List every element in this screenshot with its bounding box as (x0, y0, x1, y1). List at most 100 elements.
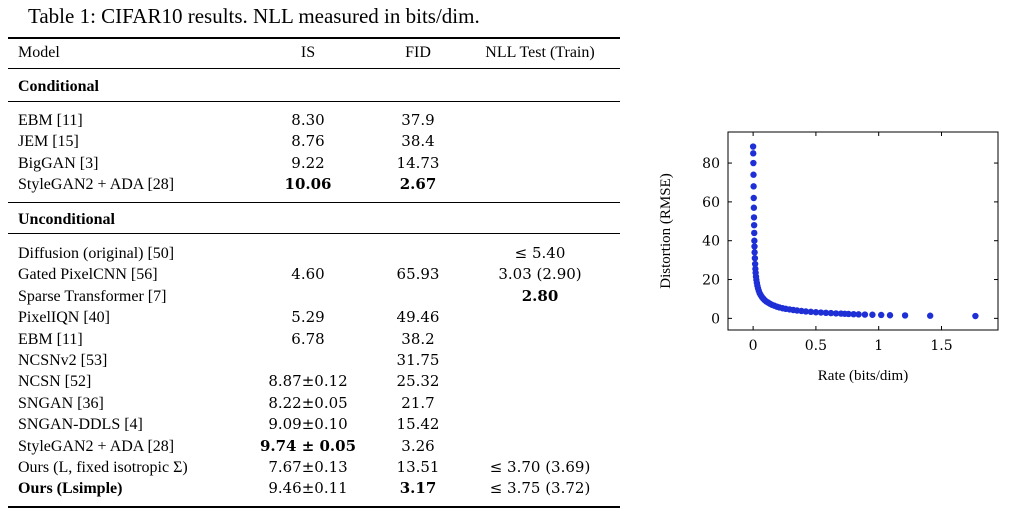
plot-frame (727, 131, 999, 331)
x-tick-label: 0 (749, 338, 758, 354)
cell-is: 9.22 (291, 153, 325, 172)
data-point (751, 260, 759, 268)
cell-model: SNGAN [36] (18, 394, 104, 412)
cell-model: PixelIQN [40] (18, 309, 110, 327)
cell-is: 9.46±0.11 (268, 479, 348, 498)
data-point (817, 309, 825, 316)
y-tick-label: 0 (711, 311, 720, 327)
x-tick-label: 1.5 (930, 338, 952, 354)
data-point (802, 308, 810, 315)
cell-fid: 3.26 (401, 436, 435, 455)
cell-model: NCSNv2 [53] (18, 352, 108, 369)
section-divider-rule (8, 202, 620, 203)
header-model: Model (18, 44, 60, 61)
cell-model: StyleGAN2 + ADA [28] (18, 437, 175, 455)
cell-nll: ≤ 3.70 (3.69) (489, 458, 591, 476)
data-point (869, 311, 876, 318)
data-point (850, 310, 857, 318)
rate-distortion-chart: 0 0.5 1 1.5 0 20 40 60 80 Rate (bits/dim) Distor… (658, 131, 999, 384)
table-header-row: Model IS FID NLL Test (Train) (0, 42, 640, 63)
cell-is: 9.74 ± 0.05 (259, 436, 357, 455)
cell-nll: ≤ 5.40 (514, 244, 566, 262)
cell-nll: ≤ 3.75 (3.72) (489, 479, 591, 498)
data-point (751, 229, 758, 237)
cell-fid: 15.42 (396, 415, 440, 434)
cell-is: 4.60 (291, 265, 325, 284)
table-top-rule (8, 37, 620, 39)
header-fid: FID (405, 44, 431, 61)
y-axis-label: Distortion (RMSE) (658, 173, 674, 288)
table-row: StyleGAN2 + ADA [28] 10.06 2.67 (0, 174, 640, 195)
cell-model: BigGAN [3] (18, 154, 99, 172)
table-row: EBM [11] 6.78 38.2 (0, 329, 640, 350)
cell-is: 7.67±0.13 (268, 458, 348, 476)
table-row: NCSNv2 [53] 31.75 (0, 350, 640, 371)
cell-fid: 31.75 (396, 351, 440, 369)
section-title-row: Conditional (0, 76, 640, 97)
y-tick-label: 60 (702, 195, 720, 211)
cell-is: 10.06 (284, 175, 332, 194)
cell-model: NCSN [52] (18, 373, 92, 391)
cell-fid: 38.2 (401, 329, 435, 348)
data-point (878, 311, 885, 319)
cell-fid: 21.7 (401, 393, 435, 412)
data-point (750, 183, 757, 190)
axis-ticks: 0 0.5 1 1.5 0 20 40 60 80 (702, 132, 998, 354)
cell-nll: 2.80 (521, 286, 559, 305)
data-point (751, 249, 758, 256)
data-points (749, 143, 979, 320)
cell-is: 5.29 (291, 308, 325, 327)
y-tick-label: 20 (702, 273, 720, 289)
cell-model: SNGAN-DDLS [4] (18, 416, 143, 434)
table-row: BigGAN [3] 9.22 14.73 (0, 153, 640, 174)
cell-model: StyleGAN2 + ADA [28] (18, 176, 175, 194)
cell-model: Ours (Lsimple) (18, 480, 123, 498)
data-point (926, 312, 934, 319)
cell-model: EBM [11] (18, 330, 83, 348)
table-caption: Table 1: CIFAR10 results. NLL measured i… (28, 4, 480, 28)
cell-fid: 2.67 (399, 175, 437, 194)
table-row: StyleGAN2 + ADA [28] 9.74 ± 0.05 3.26 (0, 436, 640, 457)
cell-model: Gated PixelCNN [56] (18, 266, 158, 284)
cell-model: Diffusion (original) [50] (18, 245, 175, 262)
section-rule (8, 101, 620, 102)
cell-fid: 13.51 (396, 458, 440, 476)
y-tick-label: 40 (702, 234, 720, 250)
table-row: NCSN [52] 8.87±0.12 25.32 (0, 371, 640, 392)
section-title: Conditional (18, 78, 99, 95)
cell-fid: 25.32 (396, 372, 440, 391)
data-point (972, 312, 979, 320)
cell-model: EBM [11] (18, 112, 83, 129)
data-point (812, 309, 820, 316)
section-title-row: Unconditional (0, 209, 640, 230)
table-row: EBM [11] 8.30 37.9 (0, 110, 640, 131)
data-point (750, 221, 758, 229)
data-point (861, 311, 869, 318)
section-title: Unconditional (18, 211, 115, 228)
header-nll: NLL Test (Train) (485, 44, 595, 61)
cell-fid: 3.17 (399, 479, 437, 498)
cell-nll: 3.03 (2.90) (498, 265, 582, 284)
table-row: SNGAN-DDLS [4] 9.09±0.10 15.42 (0, 414, 640, 435)
data-point (886, 312, 894, 319)
table-row: Ours (L, fixed isotropic Σ) 7.67±0.13 13.5… (0, 457, 640, 478)
cell-is: 8.22±0.05 (268, 393, 348, 412)
cell-is: 6.78 (291, 329, 325, 348)
cell-is: 8.76 (291, 132, 325, 151)
cell-fid: 38.4 (401, 132, 435, 151)
cell-fid: 37.9 (401, 111, 435, 129)
data-point (807, 308, 815, 316)
data-point (855, 311, 862, 318)
x-axis-label: Rate (bits/dim) (818, 368, 908, 384)
data-point (750, 214, 758, 221)
table-row: SNGAN [36] 8.22±0.05 21.7 (0, 393, 640, 414)
header-is: IS (300, 44, 316, 61)
x-tick-label: 1 (874, 338, 883, 354)
table-row: Diffusion (original) [50] ≤ 5.40 (0, 243, 640, 264)
plot-border (727, 131, 999, 331)
data-point (750, 150, 757, 157)
cell-model: Sparse Transformer [7] (18, 287, 167, 305)
data-point (832, 310, 840, 317)
data-point (750, 171, 757, 178)
table-row: Sparse Transformer [7] 2.80 (0, 286, 640, 307)
